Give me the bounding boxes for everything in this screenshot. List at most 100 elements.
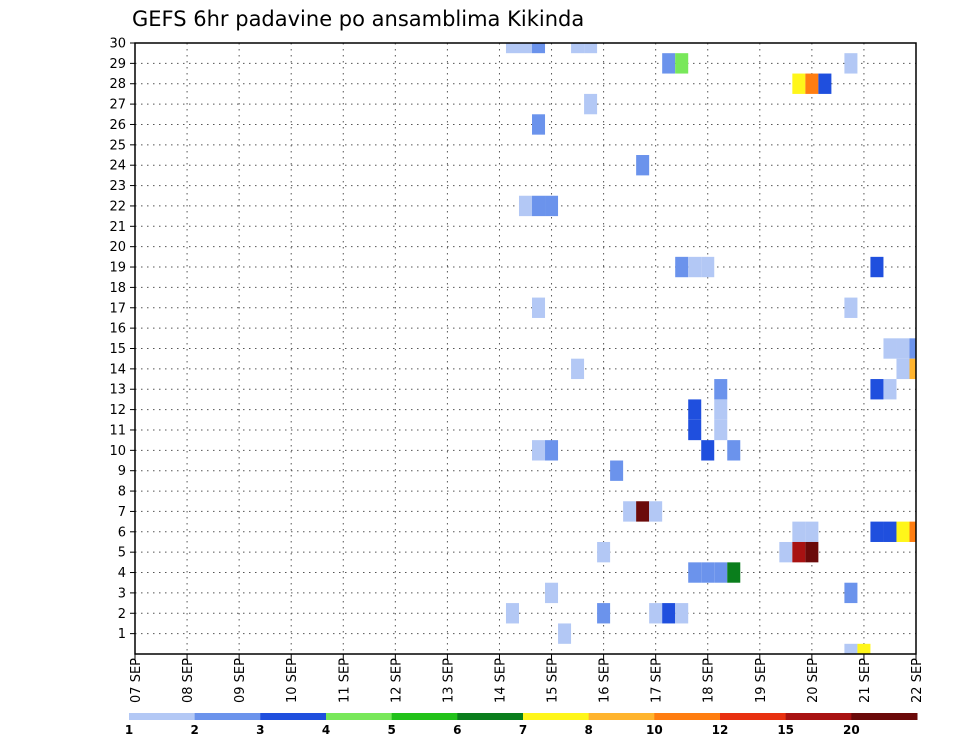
chart-title: GEFS 6hr padavine po ansamblima Kikinda [132,7,584,31]
heatmap-cell [636,155,650,176]
heatmap-cell [688,256,702,278]
heatmap-cell [675,53,689,74]
heatmap-cell [649,501,663,522]
heatmap-cell [518,195,533,217]
x-tick-label: 08 SEP [181,658,196,703]
x-tick-label: 09 SEP [233,658,248,703]
y-tick-label: 14 [109,362,126,377]
y-tick-label: 12 [109,403,126,418]
heatmap-cell [727,562,741,583]
heatmap-cell [792,521,806,542]
y-tick-label: 4 [118,566,126,581]
heatmap-cell [909,358,916,380]
heatmap-cell [545,440,559,461]
heatmap-cell [844,643,858,654]
x-tick-label: 14 SEP [493,658,508,703]
y-tick-label: 5 [118,546,126,561]
heatmap-cell [896,338,910,359]
y-tick-label: 9 [118,464,126,479]
legend-swatch [129,713,196,720]
heatmap-cell [545,195,559,217]
heatmap-cell [909,338,916,359]
y-tick-label: 23 [109,179,126,194]
heatmap-cell [662,603,676,624]
legend-label: 4 [322,723,330,737]
heatmap-cell [792,541,806,563]
heatmap-cell [805,541,819,563]
heatmap-cell [532,195,546,217]
heatmap-cell [870,256,884,278]
legend-swatch [391,713,458,720]
heatmap-cell [714,562,728,583]
legend-swatch [851,713,918,720]
x-tick-label: 13 SEP [441,658,456,703]
heatmap-cell [714,399,728,420]
legend-swatch [720,713,787,720]
x-tick-label: 18 SEP [702,658,717,703]
heatmap-cell [701,440,715,461]
heatmap-cell [649,603,663,624]
heatmap-cell [909,521,916,542]
heatmap-cell [701,256,715,278]
heatmap-cell [571,358,585,380]
heatmap-cell [675,603,689,624]
heatmap-cell [505,43,519,54]
y-tick-label: 29 [109,57,126,72]
y-tick-label: 18 [109,281,126,296]
x-tick-label: 16 SEP [598,658,613,703]
y-axis: 1234567891011121314151617181920212223242… [109,37,135,642]
heatmap-cell [779,541,793,563]
x-tick-label: 17 SEP [650,658,665,703]
legend-swatch [457,713,524,720]
x-tick-label: 15 SEP [546,658,561,703]
y-tick-label: 8 [118,485,126,500]
heatmap-cell [532,440,546,461]
y-tick-label: 2 [118,607,126,622]
x-tick-label: 12 SEP [389,658,404,703]
heatmap-cell [805,73,819,94]
heatmap-cell [896,358,910,380]
x-axis: 07 SEP 08 SEP 09 SEP 10 SEP 11 SEP 12 SEP 13 S… [129,654,925,703]
heatmap-cell [636,501,650,522]
x-tick-label: 11 SEP [337,658,352,703]
x-tick-label: 07 SEP [129,658,144,703]
heatmap-cell [532,43,546,54]
legend-label: 8 [584,723,592,737]
heatmap-cell [545,582,559,604]
y-tick-label: 22 [109,199,126,214]
heatmap-cell [675,256,689,278]
y-tick-label: 6 [118,525,126,540]
heatmap-cell [844,297,858,318]
legend-swatch [194,713,261,720]
y-tick-label: 19 [109,261,126,276]
legend-swatch [260,713,327,720]
heatmap-cell [505,603,519,624]
y-tick-label: 13 [109,383,126,398]
legend-label: 12 [712,723,729,737]
heatmap-cell [571,43,585,54]
heatmap-cell [844,53,858,74]
heatmap-cell [688,562,702,583]
heatmap-cell [883,338,897,359]
legend-label: 15 [777,723,794,737]
y-tick-label: 24 [109,159,126,174]
heatmap-cell [792,73,806,94]
heatmap-cell [701,562,715,583]
y-tick-label: 3 [118,586,126,601]
legend-swatch [588,713,655,720]
x-tick-label: 22 SEP [910,658,925,703]
heatmap-cell [688,399,702,420]
x-tick-label: 20 SEP [806,658,821,703]
legend-label: 6 [453,723,461,737]
y-tick-label: 1 [118,627,126,642]
x-tick-label: 10 SEP [285,658,300,703]
y-tick-label: 11 [109,423,126,438]
y-tick-label: 17 [109,301,126,316]
legend-label: 7 [519,723,527,737]
legend-label: 3 [256,723,264,737]
y-tick-label: 28 [109,77,126,92]
heatmap-cell [558,623,572,644]
y-tick-label: 10 [109,444,126,459]
heatmap-cell [714,379,728,400]
heatmap-cell [688,419,702,441]
